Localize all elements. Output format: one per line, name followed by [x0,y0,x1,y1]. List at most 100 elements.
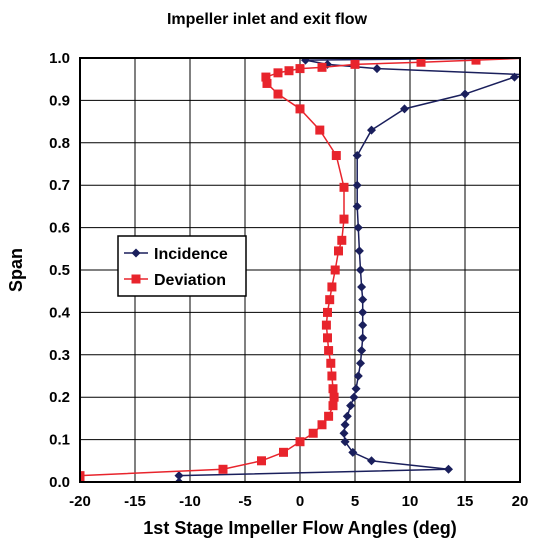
deviation-point [323,333,332,343]
incidence-point [346,401,356,411]
y-tick-label: 0.1 [49,432,70,449]
incidence-point [444,464,453,474]
deviation-point [308,428,318,438]
incidence-point [352,201,362,211]
deviation-point [323,307,332,317]
deviation-point [337,235,347,245]
x-axis-label: 1st Stage Impeller Flow Angles (deg) [143,518,456,538]
deviation-point [295,64,305,74]
deviation-point [328,384,338,394]
incidence-point [400,104,409,114]
incidence-point [351,384,361,394]
deviation-point [317,62,327,72]
deviation-point [327,282,337,292]
incidence-point [349,392,359,402]
y-tick-label: 0.5 [49,262,70,279]
series-layer [80,54,534,482]
deviation-point [330,265,340,275]
deviation-point [331,151,341,161]
incidence-point [356,265,365,275]
x-tick-label: -10 [179,493,201,510]
deviation-point [257,456,266,466]
deviation-point [262,78,272,88]
x-tick-label: -15 [124,493,146,510]
incidence-point [353,223,363,233]
deviation-point [328,401,338,411]
deviation-point [339,214,349,224]
legend-entry-incidence: Incidence [124,246,228,263]
legend-entry-deviation: Deviation [124,272,226,289]
x-tick-label: 20 [512,493,529,510]
y-tick-label: 0.0 [49,474,70,491]
incidence-point [358,307,368,317]
incidence-point [354,246,364,256]
incidence-point [301,58,310,65]
legend: Incidence Deviation [117,235,247,297]
y-tick-label: 0.3 [49,347,70,364]
y-tick-label: 0.8 [49,135,70,152]
incidence-point [367,125,376,135]
y-tick-label: 0.4 [49,304,71,321]
y-tick-label: 0.6 [49,220,70,237]
x-tick-label: -20 [69,493,91,510]
deviation-series [80,54,534,482]
deviation-point [131,274,141,284]
incidence-point [358,295,368,305]
incidence-point [340,420,350,430]
deviation-point [80,471,85,481]
incidence-point [460,89,470,99]
grid [79,57,521,483]
incidence-point [510,72,519,82]
deviation-point [321,320,331,330]
x-tick-label: -5 [238,493,251,510]
incidence-point [352,180,362,190]
deviation-point [218,464,228,474]
y-tick-label: 0.9 [49,92,70,109]
incidence-point [340,437,350,447]
x-tick-label: 15 [457,493,474,510]
incidence-point [358,333,368,343]
incidence-point [174,471,184,481]
deviation-point [317,420,327,430]
x-tick-label: 0 [296,493,304,510]
deviation-point [273,89,283,99]
deviation-point [261,72,271,82]
chart-title: Impeller inlet and exit flow [167,11,368,28]
incidence-point [358,320,368,330]
deviation-point [324,346,334,356]
incidence-series [174,54,534,482]
deviation-point [416,58,426,67]
deviation-point [350,59,360,69]
y-tick-label: 1.0 [49,50,70,67]
incidence-point [356,358,365,368]
deviation-point [273,68,283,78]
incidence-point [339,428,349,438]
legend-label: Incidence [154,246,228,263]
x-tick-label: 10 [402,493,419,510]
deviation-point [527,54,534,63]
x-ticks: -20 -15 -10 -5 0 5 10 15 20 [69,493,528,510]
deviation-point [334,246,343,256]
incidence-point [357,346,367,356]
deviation-point [339,182,349,192]
incidence-point [131,248,141,258]
incidence-point [367,456,376,466]
incidence-point [372,64,382,74]
deviation-point [326,358,336,368]
incidence-point [352,151,362,161]
legend-box [117,235,247,297]
incidence-point [348,447,358,457]
deviation-point [295,437,305,447]
legend-label: Deviation [154,272,226,289]
incidence-point [527,54,534,63]
y-ticks: 0.0 0.1 0.2 0.3 0.4 0.5 0.6 0.7 0.8 0.9 1.0 [49,50,71,491]
deviation-point [325,295,335,305]
deviation-point [284,66,294,76]
deviation-point [295,104,305,114]
incidence-point [342,411,352,421]
x-tick-label: 5 [351,493,359,510]
incidence-point [527,70,534,79]
deviation-point [324,411,334,421]
deviation-point [279,447,288,457]
deviation-point [329,392,339,402]
